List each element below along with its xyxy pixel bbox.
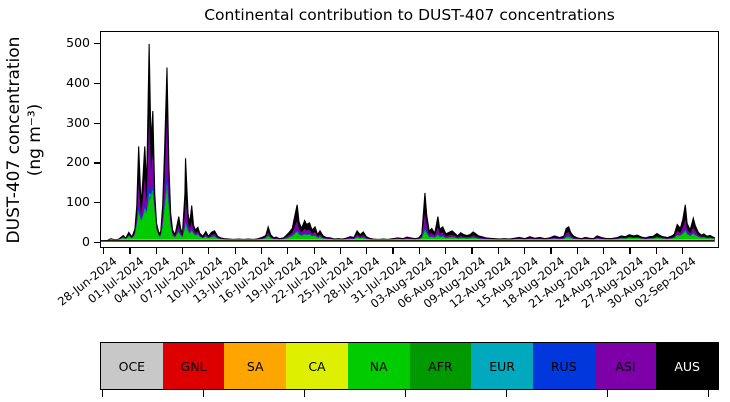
y-tick [94, 122, 100, 124]
x-tick [129, 248, 131, 254]
continent-legend: OCE GNL SA CA NA AFR EUR RUS ASI AUS [100, 342, 719, 390]
plot-area [100, 31, 719, 248]
x-tick [392, 248, 394, 254]
legend-item-label: OCE [118, 358, 146, 374]
legend-item-label: NA [369, 358, 388, 374]
y-tick-label: 200 [66, 154, 90, 170]
legend-item-label: AFR [428, 358, 453, 374]
x-tick [208, 248, 210, 254]
legend-item-afr: AFR [409, 343, 472, 389]
x-tick [550, 248, 552, 254]
x-tick [655, 248, 657, 254]
y-axis-label: DUST-407 concentration (ng m⁻³) [4, 10, 48, 270]
y-tick-label: 0 [82, 234, 90, 249]
legend-item-eur: EUR [471, 343, 533, 389]
x-tick [313, 248, 315, 254]
y-tick-label: 500 [66, 35, 90, 50]
band-aus [101, 43, 715, 242]
legend-axis-tick [203, 390, 205, 397]
x-tick [603, 248, 605, 254]
legend-item-label: AUS [674, 358, 700, 374]
chart-title: Continental contribution to DUST-407 con… [204, 6, 615, 24]
legend-axis-tick [304, 390, 306, 397]
legend-item-rus: RUS [532, 343, 595, 389]
x-tick [497, 248, 499, 254]
y-tick [94, 162, 100, 164]
y-tick [94, 202, 100, 204]
legend-axis-tick [405, 390, 407, 397]
legend-item-label: SA [246, 358, 264, 374]
legend-item-label: ASI [615, 358, 636, 374]
legend-item-label: RUS [550, 358, 577, 374]
y-tick-label: 100 [66, 194, 90, 210]
y-axis-label-line1: DUST-407 concentration [4, 36, 24, 244]
x-tick [524, 248, 526, 254]
legend-axis-tick [708, 390, 710, 397]
legend-item-ca: CA [286, 343, 348, 389]
x-tick [181, 248, 184, 254]
y-tick [94, 242, 100, 244]
y-tick-label: 300 [66, 114, 90, 130]
stacked-area-chart [101, 43, 715, 242]
y-axis-label-line2: (ng m⁻³) [25, 103, 45, 177]
x-tick [471, 248, 473, 254]
x-tick [681, 248, 684, 254]
legend-axis-tick [102, 390, 104, 397]
legend-axis-tick [607, 390, 609, 397]
legend-item-label: EUR [489, 358, 515, 374]
x-tick [629, 248, 631, 254]
x-tick [576, 248, 578, 254]
y-tick [94, 82, 100, 84]
legend-axis-tick [506, 390, 508, 397]
x-tick [155, 248, 157, 254]
x-tick [339, 248, 342, 254]
band-na [101, 189, 715, 242]
legend-item-label: CA [308, 358, 326, 374]
legend-item-gnl: GNL [162, 343, 225, 389]
x-tick [366, 248, 368, 254]
legend-item-na: NA [347, 343, 410, 389]
legend-item-aus: AUS [656, 343, 719, 389]
y-tick [94, 43, 100, 45]
x-tick [445, 248, 447, 254]
x-tick [418, 248, 420, 254]
legend-item-sa: SA [224, 343, 287, 389]
y-tick-label: 400 [66, 74, 90, 90]
x-tick [260, 248, 263, 254]
x-tick [234, 248, 236, 254]
legend-item-asi: ASI [594, 343, 657, 389]
x-tick [287, 248, 289, 254]
legend-item-label: GNL [180, 358, 207, 374]
legend-item-oce: OCE [101, 343, 163, 389]
x-tick [103, 248, 105, 254]
